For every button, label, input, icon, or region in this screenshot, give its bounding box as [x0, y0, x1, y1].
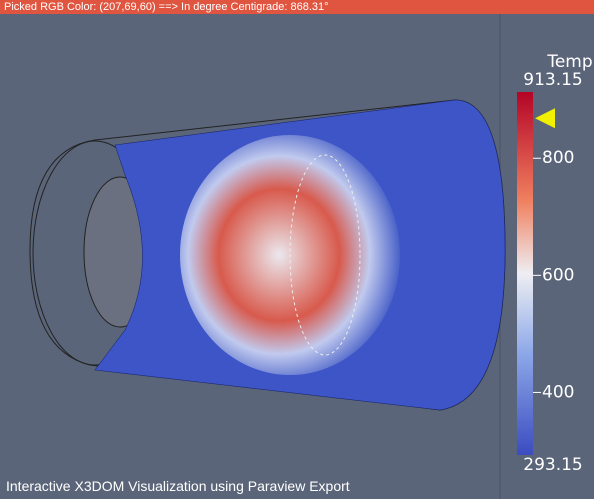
header-text: Picked RGB Color: (207,69,60) ==> In deg…	[4, 1, 329, 13]
colorbar	[517, 92, 533, 455]
tick-label: 400	[542, 382, 574, 402]
header-value: 868.31	[290, 1, 324, 13]
tick-label: 600	[542, 265, 574, 285]
colorbar-min: 293.15	[523, 455, 582, 475]
tick-label: 800	[542, 148, 574, 168]
page: Picked RGB Color: (207,69,60) ==> In deg…	[0, 0, 594, 499]
caption: Interactive X3DOM Visualization using Pa…	[6, 478, 350, 494]
screen: Picked RGB Color: (207,69,60) ==> In deg…	[0, 0, 594, 499]
header-unit: °	[324, 1, 328, 13]
colorbar-max: 913.15	[523, 70, 582, 90]
colorbar-title: Temp	[546, 52, 592, 72]
header-label: Picked RGB Color: (207,69,60) ==> In deg…	[4, 1, 287, 13]
